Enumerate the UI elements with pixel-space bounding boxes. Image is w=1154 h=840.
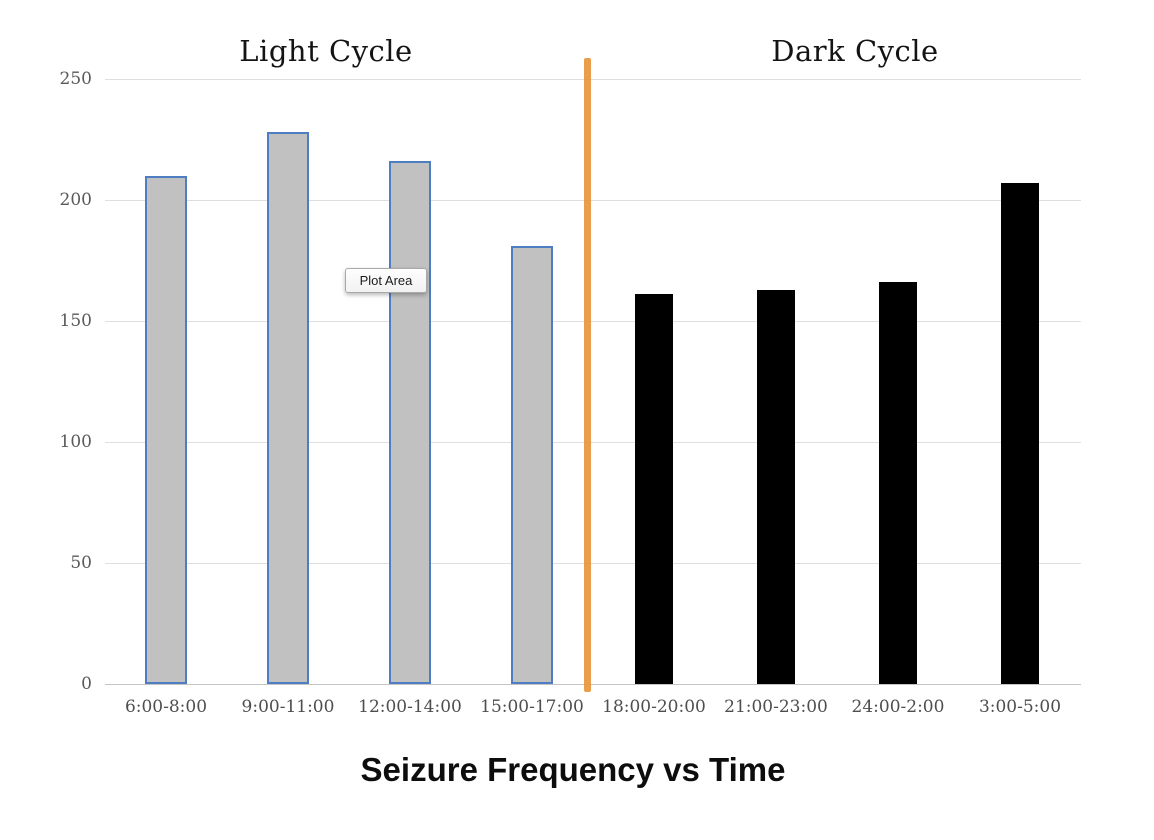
chart-title: Seizure Frequency vs Time xyxy=(360,751,786,788)
gridline-50 xyxy=(105,562,1081,564)
bar-1[interactable] xyxy=(145,176,187,684)
y-tick-label-250: 250 xyxy=(59,69,92,89)
x-tick-label-8: 3:00-5:00 xyxy=(978,697,1062,717)
y-tick-label-200: 200 xyxy=(59,190,92,210)
bar-2[interactable] xyxy=(267,132,309,684)
x-tick-label-4: 15:00-17:00 xyxy=(480,697,584,717)
bar-5[interactable] xyxy=(635,294,673,684)
x-tick-label-2: 9:00-11:00 xyxy=(241,697,335,717)
section-label-dark-cycle: Dark Cycle xyxy=(771,34,939,68)
x-axis-line xyxy=(105,683,1081,685)
x-tick-label-7: 24:00-2:00 xyxy=(851,697,945,717)
cycle-divider-line xyxy=(584,58,591,692)
gridline-200 xyxy=(105,199,1081,201)
gridline-100 xyxy=(105,441,1081,443)
x-tick-label-5: 18:00-20:00 xyxy=(602,697,706,717)
y-tick-label-150: 150 xyxy=(59,311,92,331)
bar-3[interactable] xyxy=(389,161,431,684)
bar-4[interactable] xyxy=(511,246,553,684)
section-label-light-cycle: Light Cycle xyxy=(239,34,413,68)
bar-6[interactable] xyxy=(757,290,795,684)
x-tick-label-3: 12:00-14:00 xyxy=(358,697,462,717)
y-tick-label-0: 0 xyxy=(81,674,92,694)
gridline-150 xyxy=(105,320,1081,322)
plot-area-tooltip: Plot Area xyxy=(345,268,427,293)
y-tick-label-100: 100 xyxy=(59,432,92,452)
x-tick-label-6: 21:00-23:00 xyxy=(724,697,828,717)
gridline-250 xyxy=(105,78,1081,80)
bar-8[interactable] xyxy=(1001,183,1039,684)
x-tick-label-1: 6:00-8:00 xyxy=(124,697,208,717)
y-tick-label-50: 50 xyxy=(70,553,92,573)
bar-7[interactable] xyxy=(879,282,917,684)
